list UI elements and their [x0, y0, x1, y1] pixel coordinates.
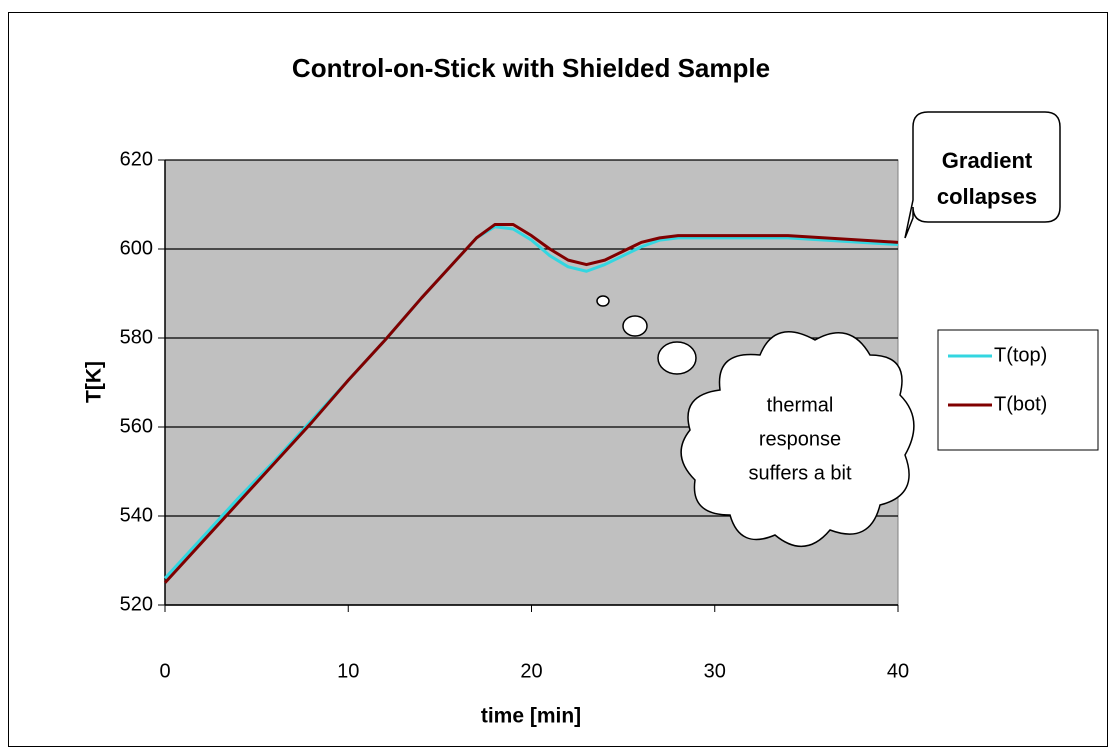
legend-label: T(top) — [994, 344, 1047, 366]
x-tick-label: 40 — [887, 660, 909, 682]
thought-dot — [596, 295, 610, 307]
y-tick-label: 560 — [120, 415, 153, 437]
annotation: Gradient — [942, 148, 1033, 173]
x-axis-title: time [min] — [481, 705, 581, 728]
grid: 520 540 560 580 600 620 0 10 20 30 40 — [120, 148, 910, 682]
annotation: thermal — [767, 394, 834, 416]
lines — [163, 223, 899, 584]
annotation: response — [759, 428, 841, 450]
y-tick-label: 600 — [120, 237, 153, 259]
x-tick-label: 0 — [159, 660, 170, 682]
legend-label: T(bot) — [994, 393, 1047, 415]
y-tick-label: 520 — [120, 593, 153, 615]
annotation: collapses — [937, 184, 1037, 209]
thought-cloud — [596, 295, 915, 548]
y-tick-label: 620 — [120, 148, 153, 170]
x-tick-label: 30 — [704, 660, 726, 682]
overlay: T(top) T(bot) Gradient collapses thermal resp… — [748, 148, 1047, 484]
cloud-shape — [680, 331, 915, 548]
bubble-shape — [904, 111, 1061, 239]
speech-bubble — [904, 111, 1061, 239]
legend-box — [937, 329, 1099, 451]
annotation: suffers a bit — [748, 462, 851, 484]
x-tick-label: 20 — [520, 660, 542, 682]
thought-dot — [622, 315, 648, 337]
series-line — [163, 223, 899, 584]
y-tick-label: 580 — [120, 326, 153, 348]
thought-dot — [657, 341, 697, 375]
y-tick-label: 540 — [120, 504, 153, 526]
y-axis-title: T[K] — [83, 361, 106, 403]
chart-title: Control-on-Stick with Shielded Sample — [292, 53, 770, 83]
x-tick-label: 10 — [337, 660, 359, 682]
